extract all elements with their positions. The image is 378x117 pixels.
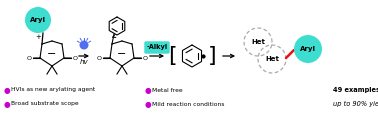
FancyBboxPatch shape <box>145 42 169 53</box>
Text: ●: ● <box>4 86 11 95</box>
Text: Aryl: Aryl <box>300 46 316 52</box>
Text: -Alkyl: -Alkyl <box>146 44 167 51</box>
Text: O: O <box>26 55 31 60</box>
Text: Broad substrate scope: Broad substrate scope <box>11 102 79 106</box>
Circle shape <box>294 35 322 63</box>
Text: −: − <box>117 49 127 59</box>
Circle shape <box>25 7 51 33</box>
Text: Het: Het <box>265 56 279 62</box>
Circle shape <box>79 40 88 49</box>
Text: 49 examples,: 49 examples, <box>333 87 378 93</box>
Text: [: [ <box>168 46 176 66</box>
Text: O: O <box>96 55 102 60</box>
Text: ●: ● <box>145 99 152 108</box>
Text: up to 90% yield: up to 90% yield <box>333 101 378 107</box>
Text: Mild reaction conditions: Mild reaction conditions <box>152 102 225 106</box>
Text: hv: hv <box>80 59 88 65</box>
Text: Het: Het <box>251 39 265 45</box>
Text: HVIs as new arylating agent: HVIs as new arylating agent <box>11 88 95 93</box>
Text: +: + <box>35 34 41 40</box>
Text: O: O <box>143 55 147 60</box>
Text: Metal free: Metal free <box>152 88 183 93</box>
Text: ●: ● <box>145 86 152 95</box>
Text: ●: ● <box>4 99 11 108</box>
Text: −: − <box>47 49 57 59</box>
Text: ]: ] <box>208 46 216 66</box>
Text: Aryl: Aryl <box>30 17 46 23</box>
Text: O: O <box>73 55 77 60</box>
